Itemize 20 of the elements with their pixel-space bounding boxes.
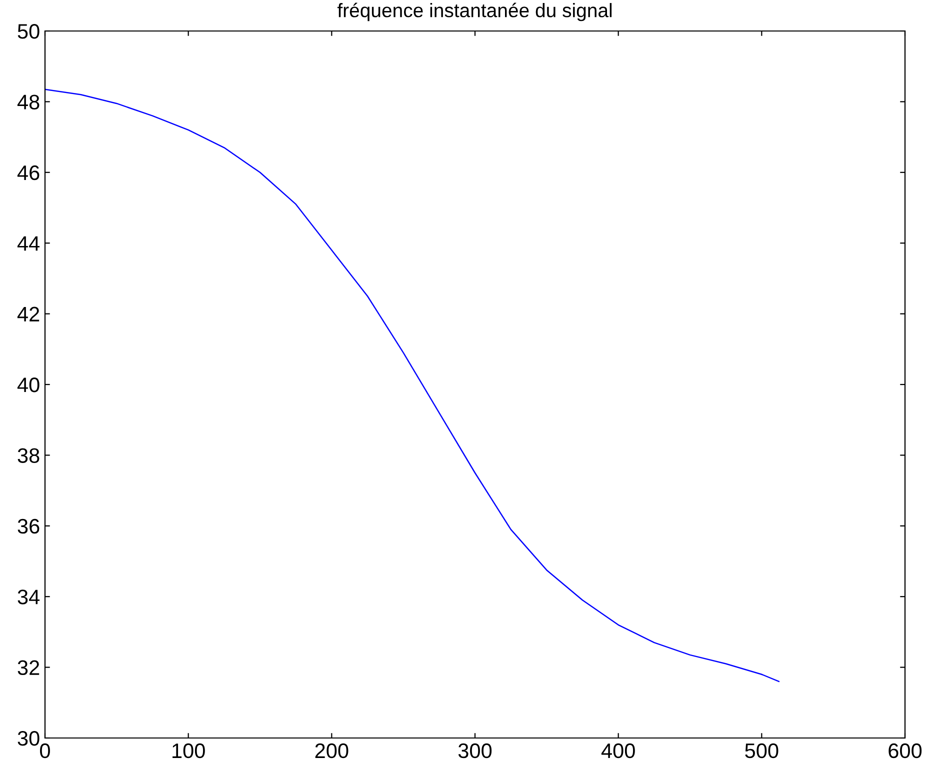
y-tick-label: 30: [18, 731, 40, 746]
y-tick-label: 34: [18, 590, 40, 604]
y-tick-label: 46: [17, 165, 40, 180]
y-tick-label: 50: [18, 24, 40, 39]
y-tick-label: 36: [18, 518, 40, 534]
y-tick-label: 38: [18, 448, 40, 463]
x-tick-label: 0: [40, 743, 50, 758]
y-tick-label: 40: [17, 378, 40, 392]
chart-title: fréquence instantanée du signal: [337, 2, 612, 22]
y-tick-label: 48: [17, 94, 40, 110]
line-series: [45, 88, 780, 682]
x-tick-label: 500: [745, 743, 778, 758]
y-tick-label: 42: [17, 306, 40, 322]
x-tick-label: 100: [172, 743, 205, 758]
x-tick-label: 600: [888, 743, 922, 758]
x-tick-label: 300: [458, 743, 492, 758]
y-tick-label: 44: [17, 236, 40, 251]
x-tick-label: 400: [601, 743, 635, 758]
x-tick-label: 200: [315, 743, 348, 758]
y-tick-label: 32: [18, 660, 40, 676]
